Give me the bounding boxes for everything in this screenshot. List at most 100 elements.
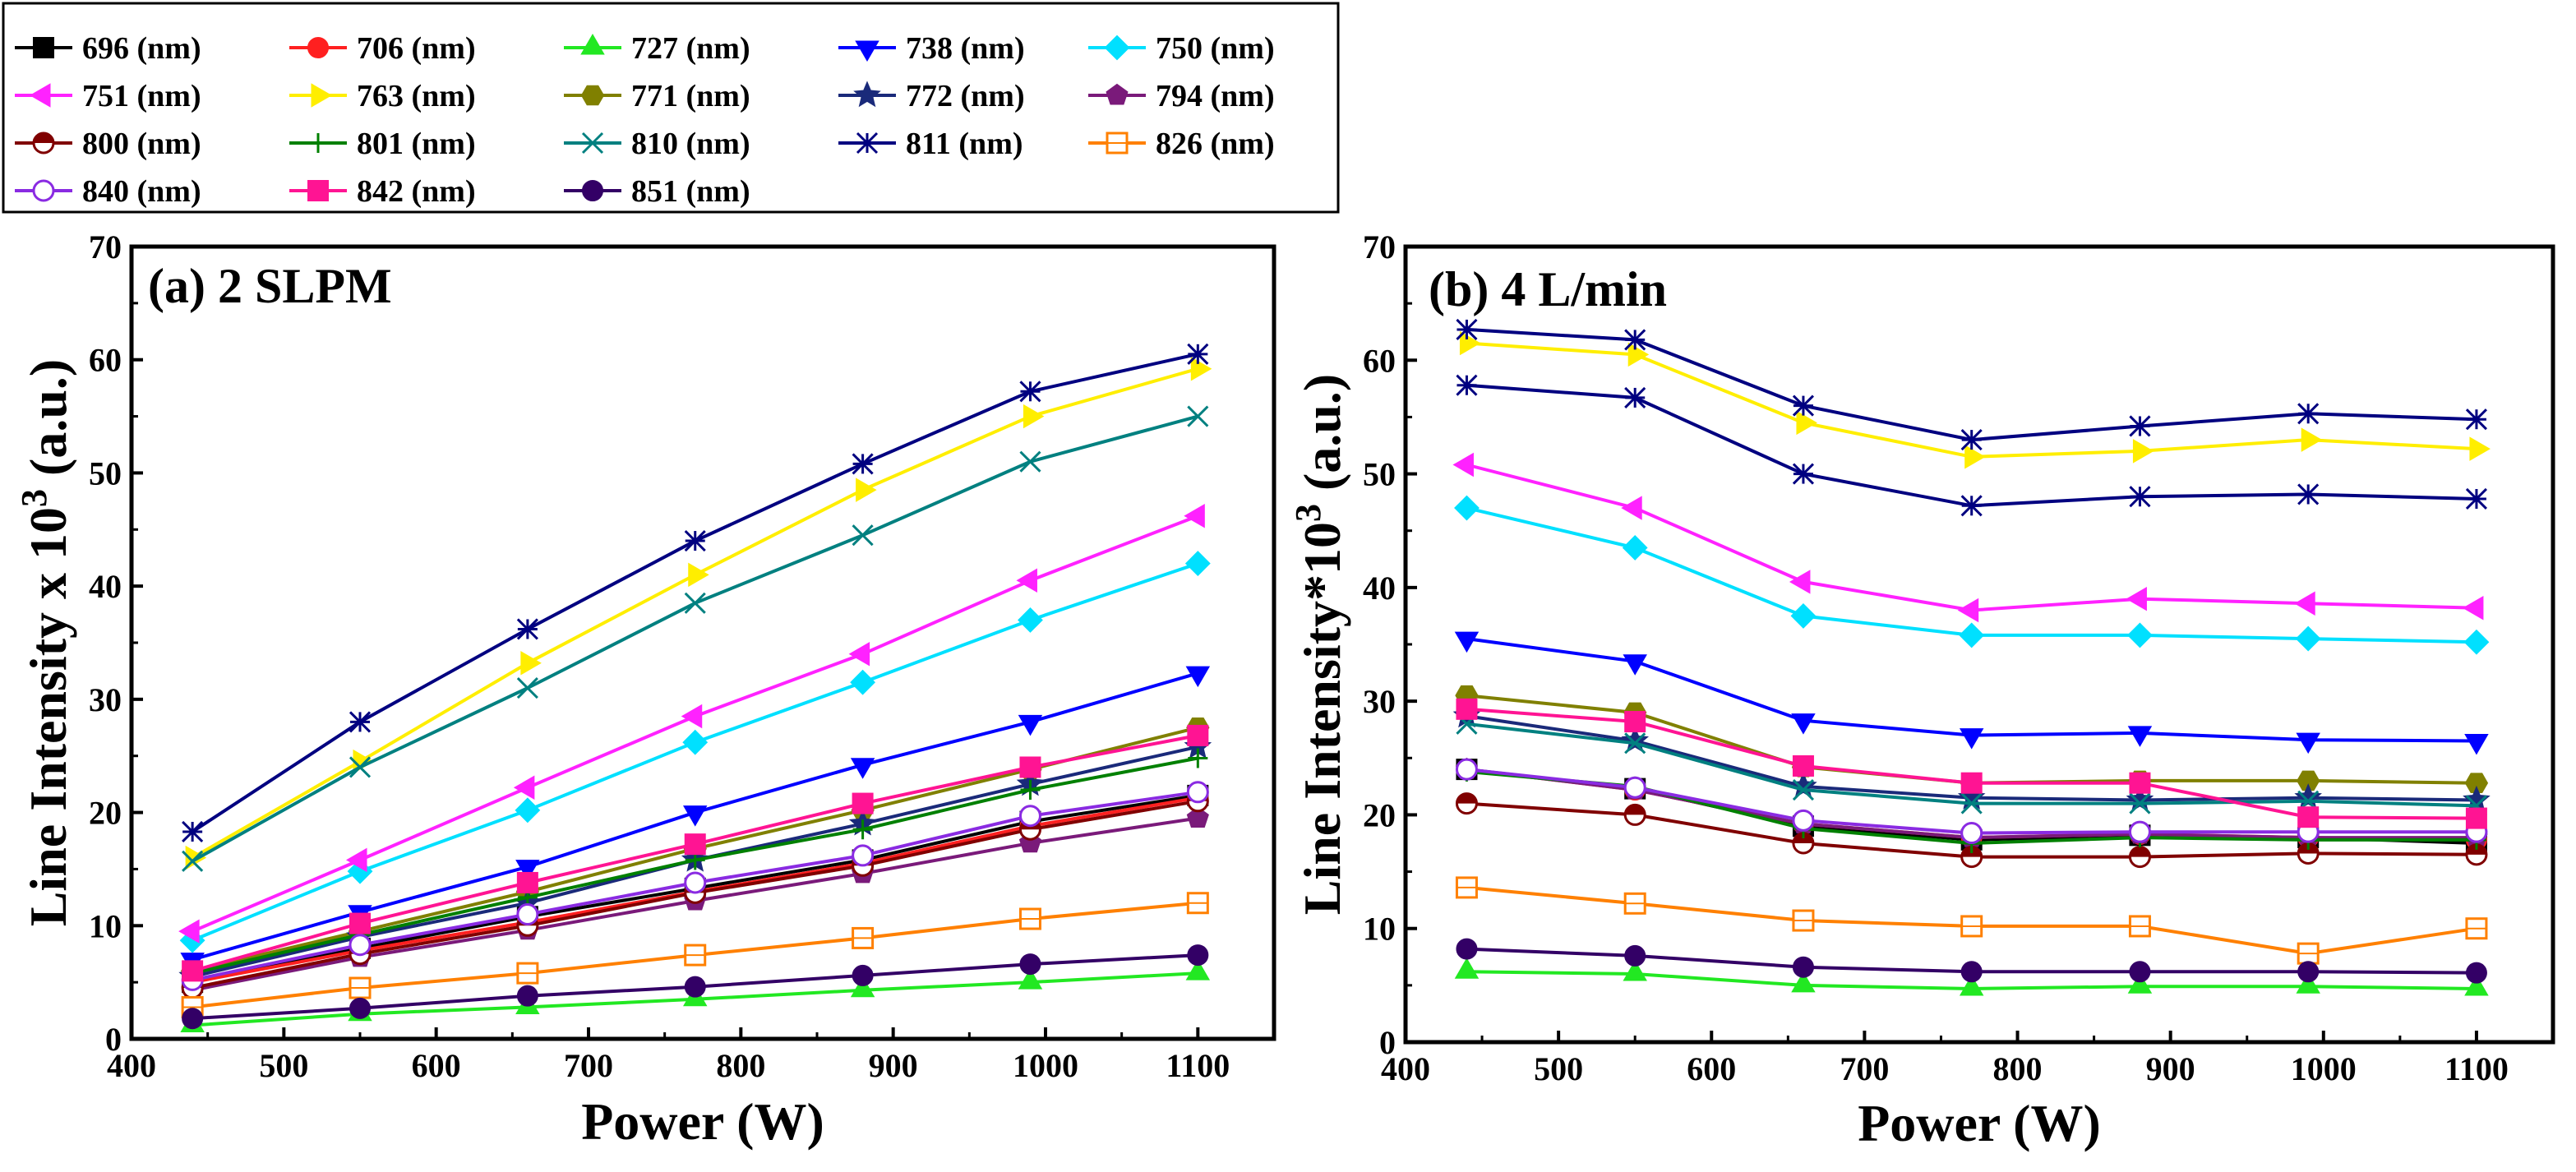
- series-750-b: [1454, 495, 2490, 655]
- series-738-b: [1454, 631, 2489, 755]
- data-point: [2464, 773, 2489, 794]
- legend-item: 771 (nm): [564, 79, 750, 113]
- data-point: [850, 669, 876, 695]
- data-point: [516, 871, 538, 893]
- legend-marker: [856, 132, 879, 155]
- data-point: [1018, 907, 1041, 930]
- data-point: [1018, 968, 1043, 990]
- legend-item: 800 (nm): [15, 127, 201, 161]
- data-point: [681, 704, 703, 729]
- data-point: [1792, 909, 1815, 932]
- data-point: [684, 833, 706, 856]
- legend-marker: [580, 34, 605, 55]
- legend-label: 810 (nm): [631, 127, 750, 161]
- data-point: [1187, 724, 1209, 746]
- y-tick-label-b: 10: [1363, 911, 1396, 948]
- y-axis-title-a: Line Intensity x 103 (a.u.): [14, 359, 77, 927]
- series-840-b: [1455, 758, 2488, 845]
- legend-item: 738 (nm): [838, 31, 1025, 66]
- legend-label: 772 (nm): [906, 79, 1025, 113]
- legend: 696 (nm) 706 (nm) 727 (nm) 738 (nm) 750 (nm)…: [2, 2, 1340, 214]
- data-point: [349, 756, 372, 778]
- series-line: [192, 352, 1198, 833]
- data-point: [2465, 917, 2488, 940]
- data-point: [2129, 792, 2151, 814]
- data-point: [2469, 436, 2491, 461]
- legend-label: 801 (nm): [357, 127, 476, 161]
- legend-item: 751 (nm): [15, 79, 201, 113]
- data-point: [1964, 445, 1986, 469]
- data-point: [349, 934, 372, 957]
- series-842-b: [1456, 698, 2487, 829]
- data-point: [1185, 666, 1211, 688]
- series-763-a: [185, 356, 1212, 870]
- data-point: [1623, 960, 1647, 981]
- data-point: [2132, 439, 2154, 464]
- data-point: [1187, 405, 1209, 427]
- legend-marker: [307, 37, 329, 58]
- data-point: [515, 797, 541, 824]
- data-point: [1790, 603, 1817, 629]
- legend-item: 763 (nm): [289, 79, 476, 113]
- data-point: [684, 944, 707, 967]
- data-point: [1623, 892, 1646, 915]
- legend-label: 696 (nm): [82, 31, 201, 66]
- legend-item: 750 (nm): [1088, 31, 1275, 66]
- x-tick-label-a: 1100: [1166, 1047, 1230, 1084]
- legend-item: 706 (nm): [289, 31, 476, 66]
- y-tick-label-a: 70: [89, 228, 122, 265]
- data-point: [1184, 551, 1211, 577]
- series-811-b: [1456, 318, 2487, 451]
- data-point: [2126, 586, 2147, 611]
- x-axis-title-b: Power (W): [1858, 1094, 2101, 1152]
- x-tick-label-a: 800: [716, 1047, 765, 1084]
- data-point: [1792, 463, 1815, 485]
- data-point: [346, 847, 367, 873]
- data-point: [1190, 356, 1212, 381]
- data-point: [683, 805, 708, 827]
- panel-a: (a) 2 SLPM 400 500 600 700 800 900 1000 1100 0 10…: [14, 228, 1276, 1151]
- data-point: [1624, 711, 1646, 733]
- x-tick-label-b: 800: [1993, 1050, 2043, 1087]
- y-tick-label-b: 40: [1363, 570, 1396, 607]
- series-811-a: [182, 343, 1209, 843]
- data-point: [1187, 944, 1209, 967]
- legend-item: 826 (nm): [1088, 127, 1275, 161]
- data-point: [1454, 957, 1480, 979]
- data-point: [2301, 427, 2323, 452]
- data-point: [1456, 374, 1478, 396]
- data-point: [2297, 961, 2320, 983]
- series-line: [1466, 463, 2477, 612]
- legend-item: 842 (nm): [289, 174, 476, 209]
- data-point: [2295, 625, 2321, 652]
- y-axis-title-b-main: Line Intensity*10: [1293, 522, 1351, 915]
- data-point: [1792, 395, 1815, 417]
- data-point: [2127, 972, 2153, 994]
- legend-label: 811 (nm): [906, 127, 1023, 161]
- legend-marker: [855, 40, 879, 62]
- legend-label: 851 (nm): [631, 174, 750, 209]
- data-point: [1623, 654, 1647, 676]
- data-point: [516, 985, 538, 1007]
- legend-label: 738 (nm): [906, 31, 1025, 66]
- data-point: [2129, 415, 2151, 437]
- data-point: [2465, 807, 2487, 829]
- data-point: [2465, 487, 2487, 510]
- data-point: [850, 758, 875, 779]
- legend-marker: [308, 133, 328, 153]
- x-tick-label-a: 900: [869, 1047, 918, 1084]
- legend-marker: [32, 132, 55, 155]
- legend-item: 696 (nm): [15, 31, 201, 66]
- data-point: [1959, 622, 1985, 648]
- data-point: [1624, 944, 1646, 967]
- x-tick-label-a: 1000: [1013, 1047, 1078, 1084]
- data-point: [516, 677, 538, 699]
- legend-label: 794 (nm): [1156, 79, 1275, 113]
- data-point: [684, 976, 706, 998]
- data-point: [516, 618, 538, 640]
- legend-item: 810 (nm): [564, 127, 750, 161]
- y-tick-label-b: 70: [1363, 228, 1396, 265]
- data-point: [1792, 778, 1815, 801]
- panel-b: (b) 4 L/min 400 500 600 700 800 900 1000 1100 0 1…: [1288, 228, 2555, 1152]
- panel-title-a: (a) 2 SLPM: [148, 259, 392, 313]
